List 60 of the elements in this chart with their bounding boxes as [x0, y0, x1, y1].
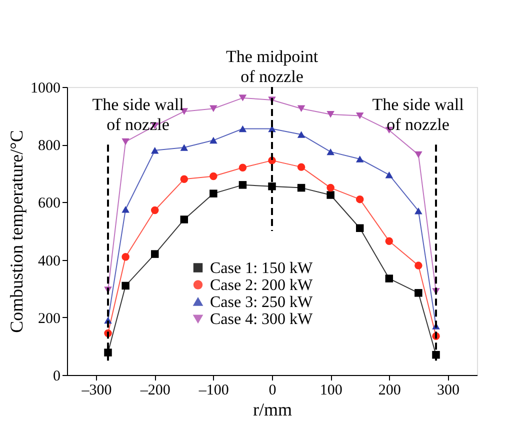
point [238, 94, 247, 102]
y-tick-label: 200 [38, 310, 60, 327]
point [297, 105, 306, 112]
point [356, 195, 364, 204]
point [180, 144, 188, 151]
x-tick-label: 100 [320, 382, 342, 398]
point [122, 206, 130, 213]
point [356, 156, 364, 162]
x-tick-label: –200 [139, 382, 170, 398]
x-tick-label: 0 [268, 382, 276, 398]
point [122, 253, 130, 261]
point [356, 112, 364, 120]
y-tick-label: 400 [38, 253, 60, 270]
point [356, 224, 364, 232]
point [414, 262, 422, 270]
x-tick-label: 300 [436, 382, 460, 398]
x-tick-label: 200 [378, 382, 401, 398]
ref-line-label: The midpoint of nozzle [226, 47, 318, 86]
point [297, 131, 306, 138]
y-tick-label: 600 [38, 196, 60, 212]
ref-line-label: The side wall of nozzle [92, 95, 184, 134]
point [297, 184, 306, 192]
point [385, 171, 394, 178]
point [385, 237, 394, 245]
point [238, 164, 247, 172]
point [326, 191, 334, 199]
point [150, 206, 159, 214]
point [180, 216, 188, 224]
point [326, 111, 334, 118]
point [210, 190, 218, 198]
legend-label: Case 2: 200 kW [210, 276, 314, 294]
point [122, 282, 130, 290]
point [238, 181, 247, 189]
legend-label: Case 1: 150 kW [210, 260, 314, 277]
y-axis-title: Combustion temperature/°C [6, 130, 26, 333]
ref-line-label: The side wall of nozzle [372, 95, 464, 134]
point [385, 274, 394, 282]
y-tick-label: 1000 [30, 80, 60, 96]
point [150, 250, 159, 258]
legend-label: Case 4: 300 kW [210, 310, 314, 328]
point [326, 148, 334, 156]
point [326, 184, 334, 192]
legend-label: Case 3: 250 kW [210, 294, 314, 311]
point [210, 172, 218, 180]
point [414, 151, 422, 158]
point [210, 105, 218, 112]
point [210, 136, 218, 144]
point [238, 125, 247, 132]
point [122, 138, 130, 146]
y-tick-label: 800 [38, 138, 60, 154]
point [104, 348, 112, 356]
point [297, 163, 306, 171]
point [414, 207, 422, 214]
x-tick-label: –100 [198, 382, 229, 398]
y-tick-label: 0 [53, 368, 60, 384]
x-tick-label: –300 [80, 382, 112, 398]
x-axis-title: r/mm [253, 400, 292, 420]
point [150, 147, 159, 154]
point [180, 175, 188, 184]
point [414, 289, 422, 297]
